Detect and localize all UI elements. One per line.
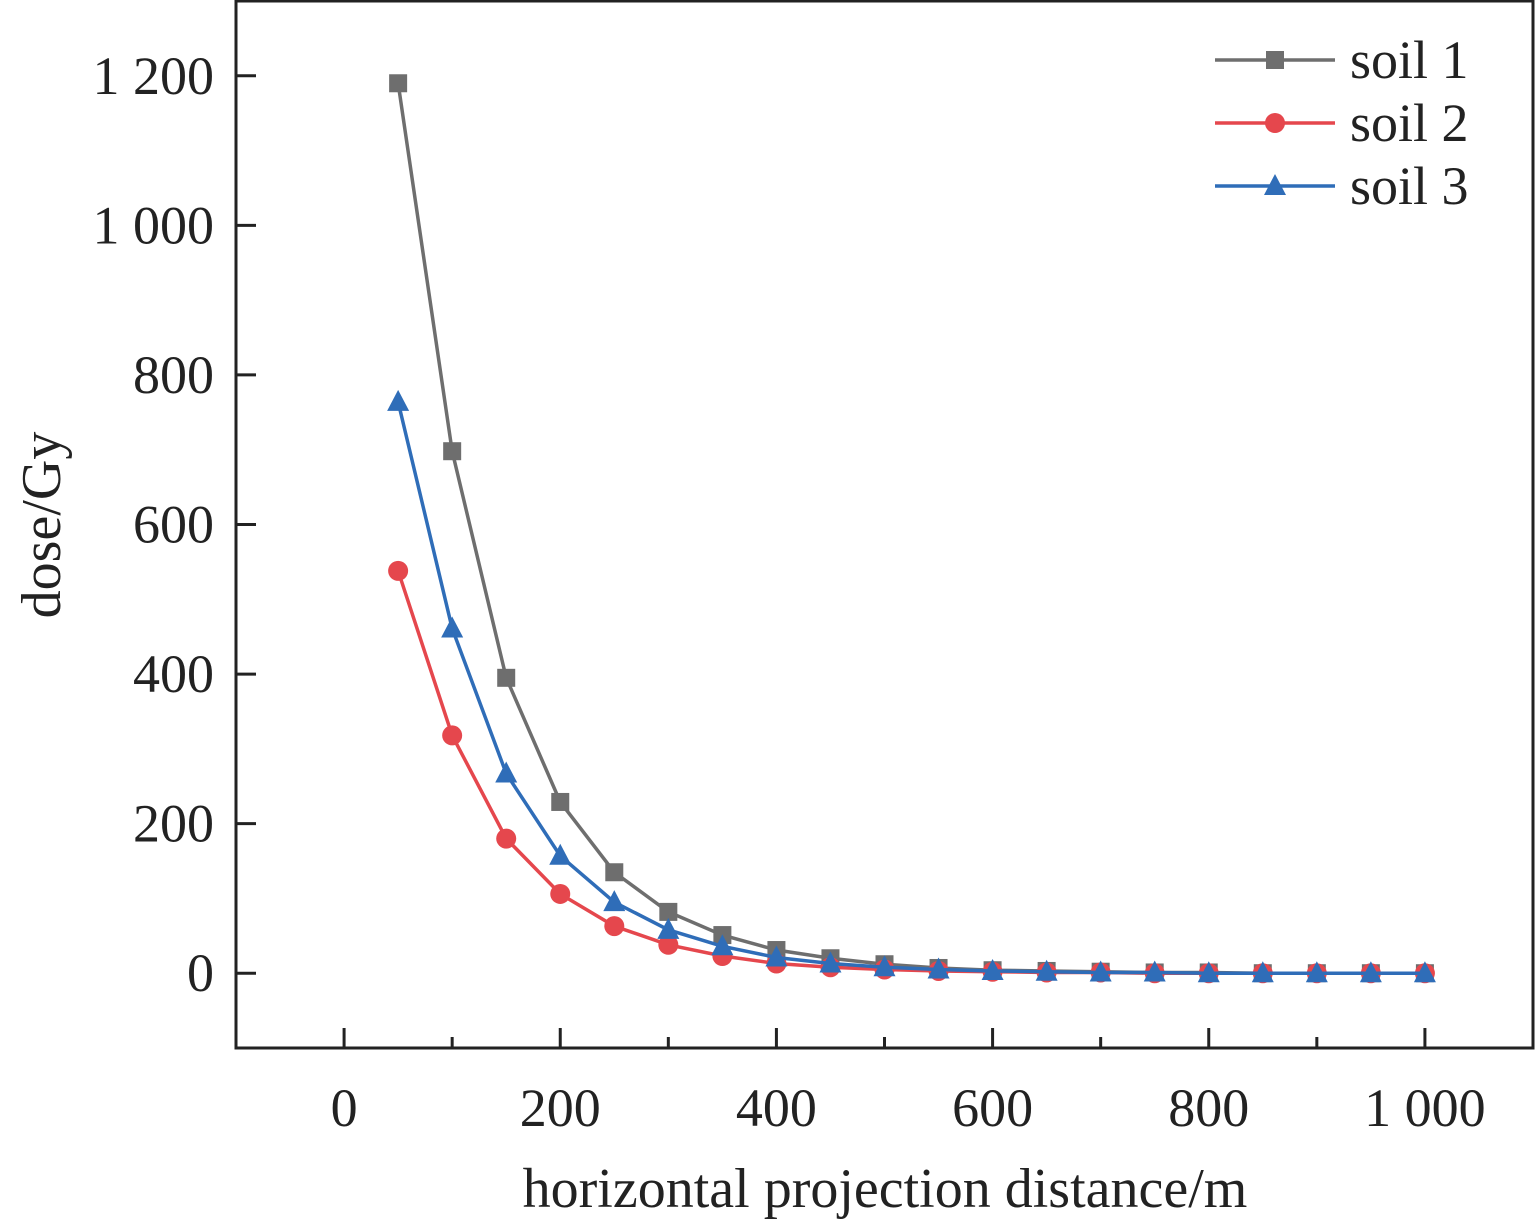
series-soil-1 [389,74,1434,983]
data-point-triangle [1089,960,1112,982]
data-point-triangle [441,616,464,638]
data-point-triangle [981,958,1004,980]
data-point-triangle [549,843,572,865]
data-point-circle [442,725,463,746]
data-point-triangle [1143,960,1166,982]
y-tick-label: 800 [133,345,214,405]
data-point-triangle [1035,959,1058,981]
series-line [396,570,1425,975]
x-axis-title: horizontal projection distance/m [523,1158,1248,1220]
data-point-triangle [495,761,518,783]
data-point-circle [550,883,571,904]
axes: 0 200 400 600 800 1 000 0 200 400 600 800 1 000 1 20… [93,0,1535,1138]
x-tick-label: 800 [1168,1078,1249,1138]
data-point-triangle [819,951,842,973]
y-tick-label: 400 [133,644,214,704]
data-point-square [389,74,408,93]
data-point-triangle [657,917,680,939]
series-line [396,83,1425,975]
data-point-square [659,902,678,921]
legend-item: soil 1 [1215,30,1469,90]
data-point-triangle [1359,961,1382,983]
y-tick-label: 0 [187,943,214,1003]
legend-label: soil 2 [1350,93,1469,153]
series-soil-3 [387,389,1436,983]
data-point-circle [1265,113,1285,133]
x-tick-label: 0 [331,1078,358,1138]
plot-frame [234,0,1535,1050]
data-point-triangle [765,945,788,967]
data-point-circle [496,828,517,849]
legend-label: soil 1 [1350,30,1469,90]
series-soil-2 [388,560,1435,984]
data-point-square [497,668,516,687]
legend-item: soil 2 [1215,93,1469,153]
data-point-triangle [927,957,950,979]
legend-label: soil 3 [1350,156,1469,216]
legend-item: soil 3 [1215,156,1469,216]
y-tick-label: 1 000 [93,195,215,255]
y-tick-label: 200 [133,794,214,854]
data-point-triangle [1305,961,1328,983]
data-point-triangle [603,890,626,912]
y-axis-title: dose/Gy [11,432,73,619]
x-tick-label: 1 000 [1364,1078,1486,1138]
data-point-triangle [711,934,734,956]
y-tick-label: 600 [133,495,214,555]
x-tick-label: 200 [520,1078,601,1138]
data-point-triangle [1197,961,1220,983]
data-point-triangle [1264,174,1286,195]
data-point-square [1266,51,1284,69]
series-layer [387,74,1436,984]
data-point-triangle [387,389,410,411]
y-tick-label: 1 200 [93,46,215,106]
data-point-circle [604,916,625,937]
data-point-triangle [1251,961,1274,983]
data-point-circle [658,934,679,955]
data-point-triangle [1413,961,1436,983]
data-point-square [605,863,624,882]
x-tick-label: 600 [952,1078,1033,1138]
data-point-circle [388,560,409,581]
data-point-triangle [873,955,896,977]
x-tick-label: 400 [736,1078,817,1138]
data-point-square [551,792,570,811]
data-point-square [443,442,462,461]
